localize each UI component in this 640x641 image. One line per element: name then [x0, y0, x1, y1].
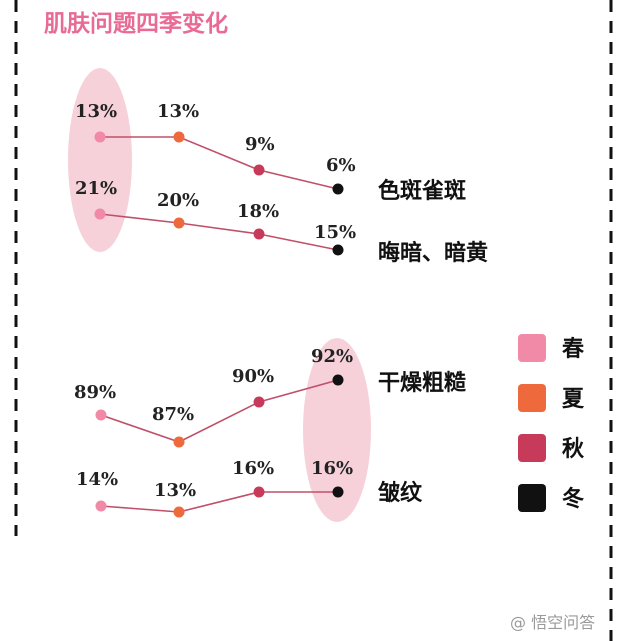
data-point: [332, 374, 344, 386]
series-name-label: 晦暗、暗黄: [378, 240, 488, 266]
data-label: 9%: [245, 134, 275, 155]
series-name-label: 皱纹: [377, 480, 423, 506]
data-point: [173, 506, 185, 518]
data-point: [253, 164, 265, 176]
legend-label: 冬: [562, 486, 584, 512]
series-name-label: 色斑雀斑: [378, 178, 466, 204]
legend-swatch: [518, 334, 546, 362]
legend-label: 秋: [562, 436, 585, 462]
data-point: [253, 486, 265, 498]
data-label: 90%: [232, 366, 274, 387]
series-line: [100, 491, 338, 513]
data-label: 21%: [75, 178, 117, 199]
series-line: [100, 136, 339, 190]
data-point: [173, 217, 185, 229]
data-point: [94, 131, 106, 143]
legend-label: 夏: [562, 386, 585, 412]
data-point: [332, 244, 344, 256]
data-label: 13%: [154, 480, 196, 501]
data-label: 6%: [326, 155, 356, 176]
data-label: 92%: [311, 346, 353, 367]
series-name-label: 干燥粗糙: [378, 370, 466, 396]
data-point: [253, 228, 265, 240]
data-label: 15%: [314, 222, 356, 243]
data-label: 14%: [76, 469, 118, 490]
data-point: [173, 436, 185, 448]
chart-title: 肌肤问题四季变化: [44, 10, 228, 37]
data-label: 13%: [157, 101, 199, 122]
series-line: [99, 213, 339, 251]
data-label: 87%: [152, 404, 194, 425]
spring-highlight-ellipse: [68, 68, 132, 252]
legend-label: 春: [562, 336, 584, 362]
winter-highlight-ellipse: [303, 338, 371, 522]
data-label: 16%: [311, 458, 353, 479]
series-line: [100, 379, 339, 443]
data-label: 18%: [237, 201, 279, 222]
data-label: 16%: [232, 458, 274, 479]
data-point: [332, 486, 344, 498]
legend-swatch: [518, 484, 546, 512]
data-point: [332, 183, 344, 195]
data-label: 20%: [157, 190, 199, 211]
legend-swatch: [518, 434, 546, 462]
data-point: [95, 409, 107, 421]
watermark-text: @ 悟空问答: [510, 613, 595, 632]
series-layer: 13% 13% 9% 6% 色斑雀斑 21% 20% 18% 15% 晦暗、暗黄 89% 87% 90%…: [74, 101, 488, 518]
data-point: [173, 131, 185, 143]
data-label: 89%: [74, 382, 116, 403]
data-point: [253, 396, 265, 408]
data-point: [95, 500, 107, 512]
legend-swatch: [518, 384, 546, 412]
data-point: [94, 208, 106, 220]
data-label: 13%: [75, 101, 117, 122]
